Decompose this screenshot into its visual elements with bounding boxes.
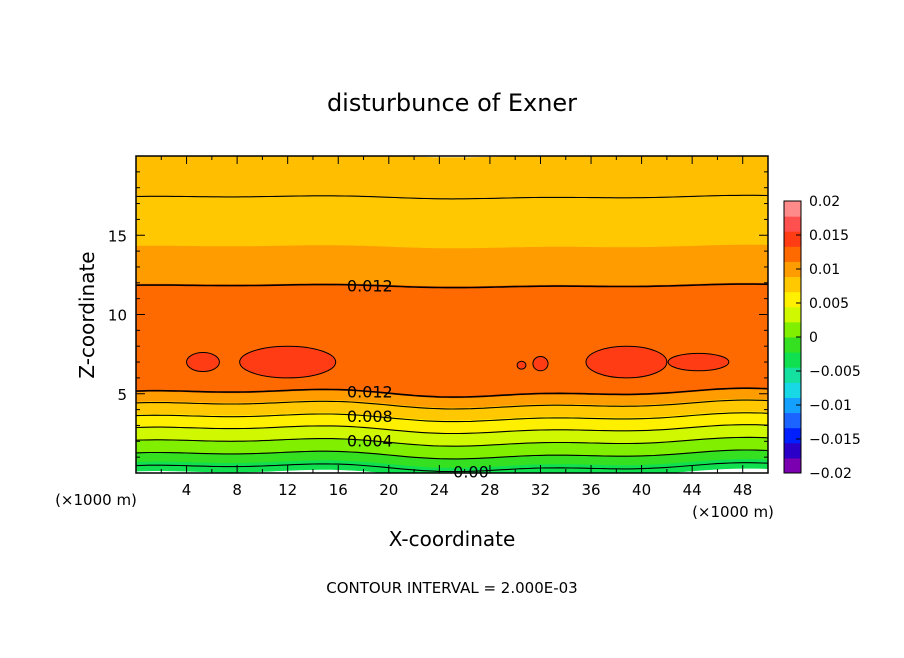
contour-line [136, 194, 768, 200]
colorbar-swatch [784, 261, 801, 278]
x-axis-label: X-coordinate [389, 527, 516, 551]
x-tick-label: 12 [278, 481, 297, 499]
colorbar-swatch [784, 321, 801, 338]
y-axis-ticks: 5 10 15 [108, 171, 768, 458]
colorbar-tick-label: 0.015 [809, 228, 849, 244]
y-tick-label: 15 [108, 227, 127, 245]
chart-title: disturbunce of Exner [327, 89, 577, 117]
x-tick-label: 32 [531, 481, 550, 499]
field-band [136, 244, 768, 287]
colorbar-swatch [784, 397, 801, 414]
colorbar-tick-label: −0.015 [809, 432, 861, 448]
x-tick-label: 24 [430, 481, 449, 499]
colorbar-swatch [784, 246, 801, 262]
x-axis-unit: (×1000 m) [692, 503, 774, 521]
colorbar-swatch [784, 442, 801, 459]
colorbar-tick-label: −0.005 [809, 364, 861, 380]
colorbar-swatch [784, 412, 801, 429]
x-tick-label: 36 [581, 481, 600, 499]
y-tick-label: 10 [108, 307, 127, 325]
max-regions [186, 345, 730, 379]
contour-line [136, 283, 768, 289]
colorbar-swatch [784, 201, 801, 217]
contour-label: 0.008 [347, 407, 393, 426]
field-band [136, 282, 768, 323]
contour-line [136, 412, 768, 423]
contour-line [136, 449, 768, 460]
y-axis-label: Z-coordinate [75, 251, 99, 378]
colorbar-swatch [784, 306, 801, 323]
colorbar-tick-label: −0.01 [809, 398, 852, 414]
contour-line [136, 424, 768, 435]
x-tick-label: 40 [632, 481, 651, 499]
contour-label: 0.012 [347, 276, 393, 295]
colorbar-swatch [784, 291, 801, 308]
colorbar-swatch [784, 382, 801, 398]
contour-labels: 0.00 0.004 0.008 0.012 0.012 [347, 276, 489, 481]
contour-line [136, 387, 768, 398]
y-tick-label: 5 [117, 386, 127, 404]
colorbar-tick-label: 0.02 [809, 194, 840, 210]
colorbar-swatch [784, 276, 801, 293]
contour-lines [136, 194, 768, 473]
colorbar-tick-label: 0.005 [809, 296, 849, 312]
field-band [136, 156, 768, 200]
x-tick-label: 48 [733, 481, 752, 499]
contour-label: 0.004 [347, 432, 393, 451]
colorbar-swatch [784, 367, 801, 383]
colorbar-swatch [784, 337, 801, 353]
x-tick-label: 4 [182, 481, 192, 499]
contour-label: 0.012 [347, 382, 393, 401]
colorbar-ticks: 0.02 0.015 0.01 0.005 0 −0.005 −0.01 −0.015 −0.0… [796, 194, 861, 482]
contour-line [136, 462, 768, 473]
max-region [239, 345, 337, 379]
contour-label: 0.00 [453, 462, 489, 481]
colorbar-swatch [784, 231, 801, 247]
colorbar-swatch [784, 352, 801, 368]
contour-line [136, 436, 768, 447]
x-tick-label: 8 [232, 481, 242, 499]
max-region [585, 345, 668, 379]
colorbar-tick-label: −0.02 [809, 466, 852, 482]
field-band [136, 195, 768, 249]
colorbar-tick-label: 0.01 [809, 262, 840, 278]
x-tick-label: 20 [379, 481, 398, 499]
max-region [667, 352, 730, 372]
x-axis-ticks: 4 8 12 16 20 24 28 32 36 40 44 48 [160, 156, 752, 499]
colorbar-swatch [784, 216, 801, 232]
contour-line [136, 399, 768, 410]
max-region [516, 360, 527, 370]
colorbar-swatch [784, 457, 801, 474]
contour-interval-note: CONTOUR INTERVAL = 2.000E-03 [326, 579, 577, 597]
max-region [186, 352, 220, 373]
colorbar-tick-label: 0 [809, 330, 818, 346]
y-axis-unit: (×1000 m) [55, 491, 137, 509]
x-tick-label: 44 [683, 481, 702, 499]
x-tick-label: 28 [480, 481, 499, 499]
x-tick-label: 16 [329, 481, 348, 499]
colorbar-swatch [784, 427, 801, 444]
max-region [532, 356, 549, 372]
